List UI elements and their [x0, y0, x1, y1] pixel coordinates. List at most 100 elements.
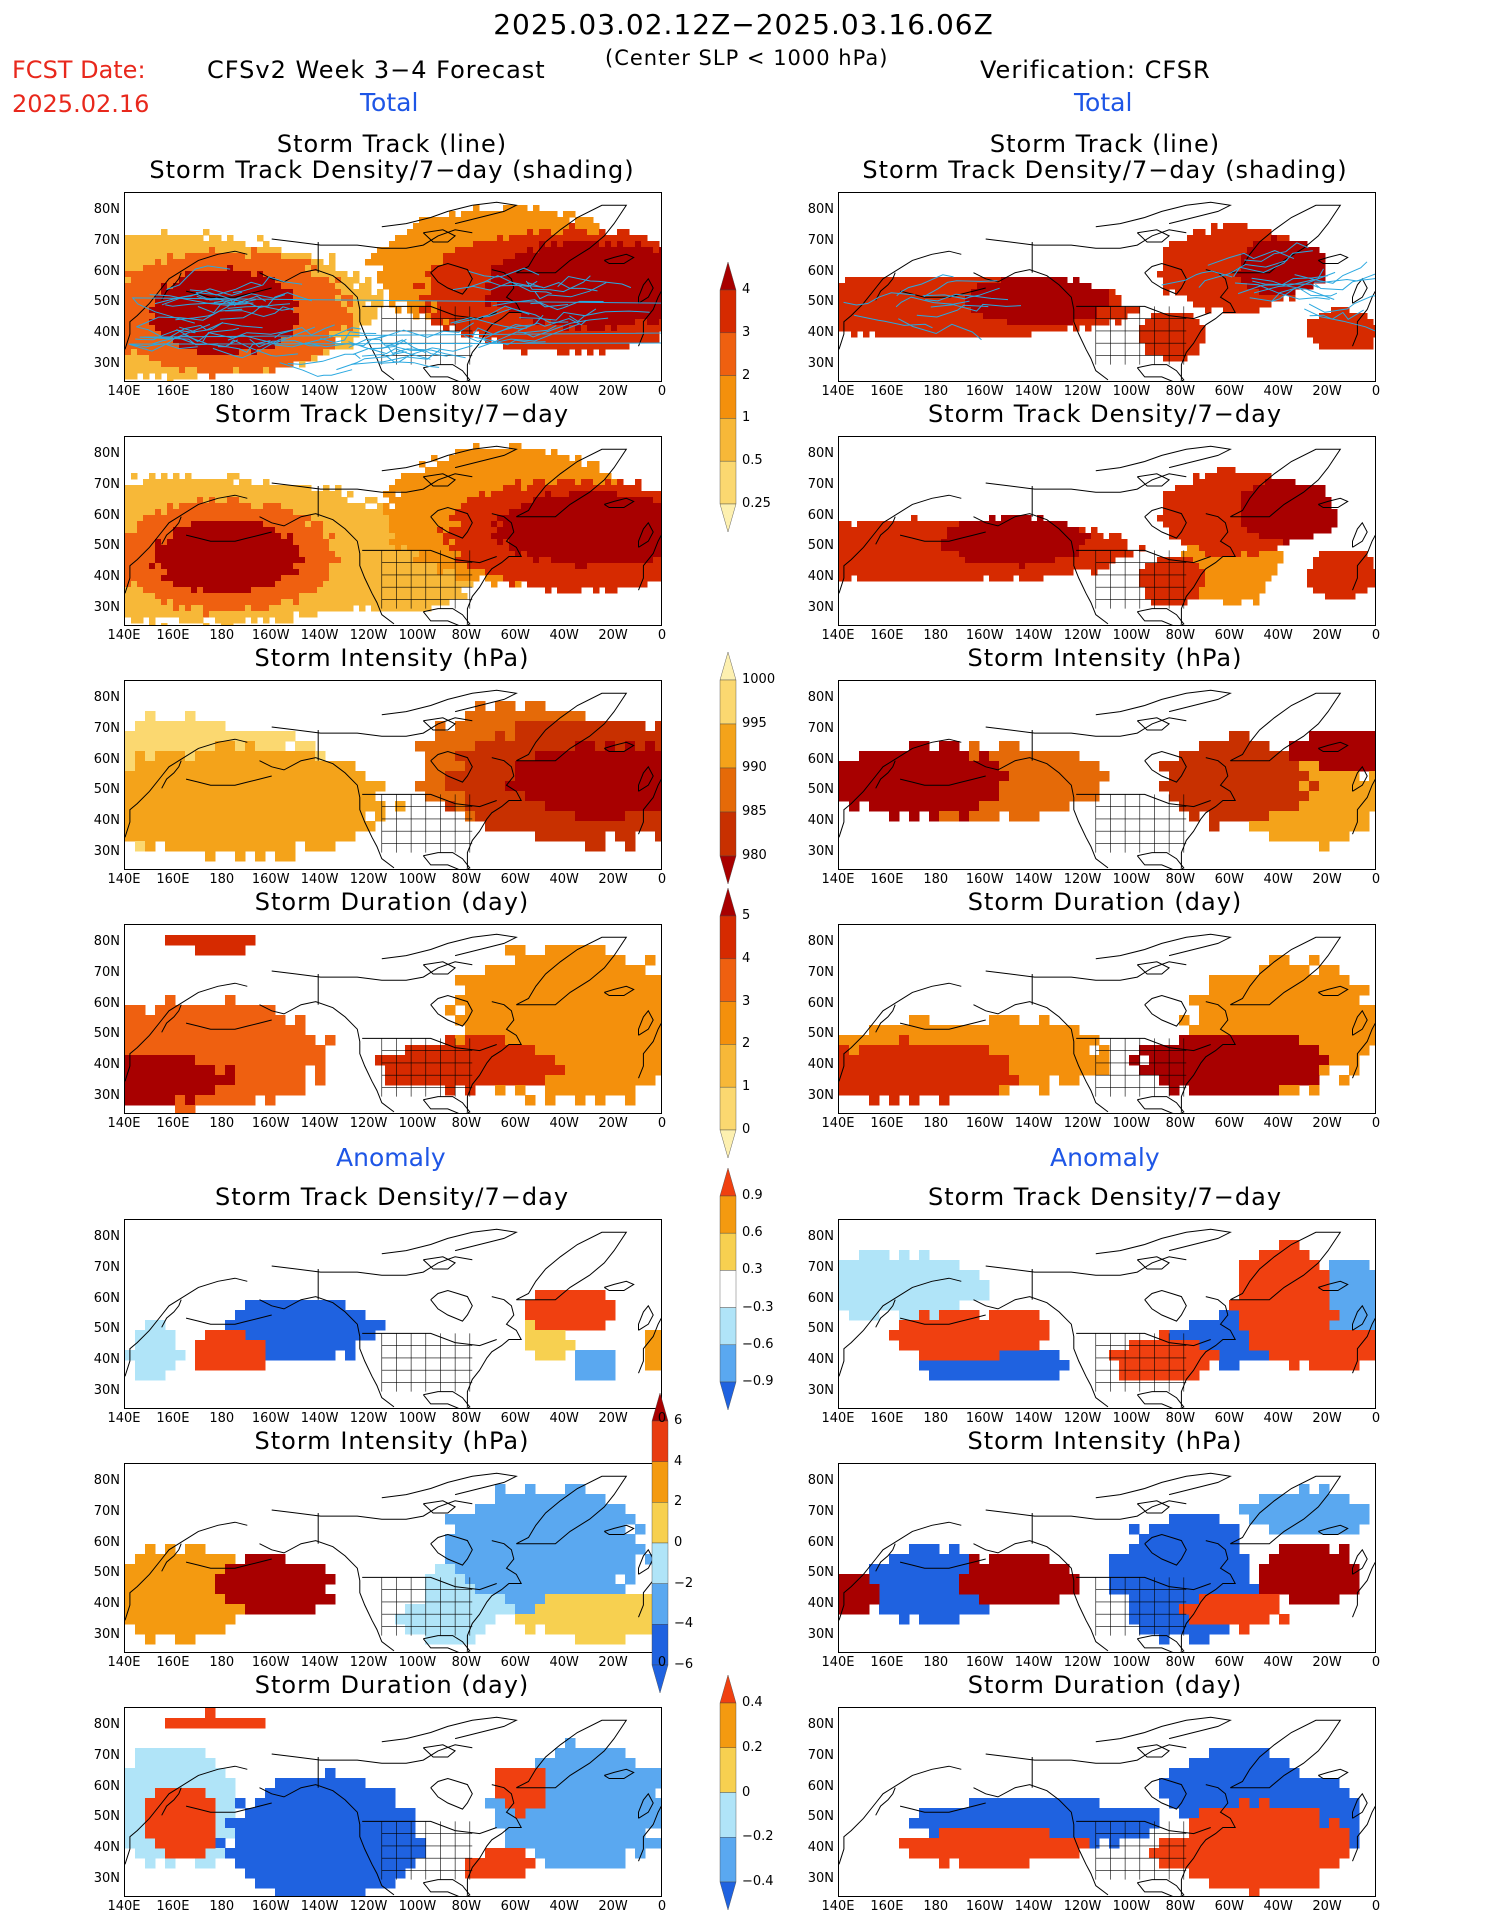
lon-tick-label: 100W [1112, 1116, 1151, 1131]
lat-tick-label: 30N [807, 1087, 834, 1103]
lon-tick-label: 100W [398, 384, 437, 399]
lon-tick-label: 80W [1165, 872, 1196, 887]
colorbar-label: 6 [674, 1413, 683, 1428]
lat-tick-label: 70N [807, 1260, 834, 1276]
lon-tick-label: 0 [1371, 628, 1381, 643]
lon-tick-label: 0 [657, 628, 667, 643]
lon-tick-label: 140E [107, 1116, 141, 1131]
lon-tick-label: 100W [398, 1655, 437, 1670]
lon-tick-label: 60W [1214, 1655, 1244, 1670]
lat-tick-label: 60N [807, 507, 834, 523]
lon-tick-label: 160W [965, 1655, 1004, 1670]
lon-tick-label: 40W [1263, 1655, 1293, 1670]
lon-tick-label: 140E [107, 628, 141, 643]
lat-tick-label: 40N [93, 1839, 120, 1855]
section-total-right: Total [1074, 88, 1133, 117]
lon-tick-label: 140W [300, 1411, 339, 1426]
lon-tick-label: 0 [1371, 1411, 1381, 1426]
lon-tick-label: 120W [349, 1411, 388, 1426]
lon-tick-label: 160E [156, 384, 190, 399]
map-anom-density-forecast [124, 1219, 662, 1409]
colorbar-label: 4 [674, 1453, 683, 1469]
lon-tick-label: 100W [398, 1899, 437, 1914]
right-column-title: Verification: CFSR [980, 56, 1211, 84]
lat-tick-label: 50N [807, 538, 834, 554]
lon-tick-label: 140E [107, 1411, 141, 1426]
lon-tick-label: 0 [657, 1411, 667, 1426]
lon-tick-label: 140E [107, 384, 141, 399]
lon-tick-label: 180 [209, 628, 235, 643]
lon-tick-label: 120W [1063, 1899, 1102, 1914]
lon-tick-label: 80W [451, 1899, 482, 1914]
lon-tick-label: 140E [107, 872, 141, 887]
lon-tick-label: 160W [251, 1655, 290, 1670]
lat-tick-label: 60N [93, 263, 120, 279]
map-anom-duration-verification [838, 1707, 1376, 1897]
lon-tick-label: 100W [398, 628, 437, 643]
lon-tick-label: 100W [398, 1116, 437, 1131]
lon-tick-label: 180 [923, 384, 949, 399]
colorbar-label: −0.6 [742, 1336, 774, 1352]
lon-tick-label: 160W [965, 1899, 1004, 1914]
lon-tick-label: 80W [1165, 1899, 1196, 1914]
lat-tick-label: 30N [807, 1382, 834, 1398]
lon-tick-label: 60W [500, 628, 530, 643]
lon-tick-label: 0 [657, 872, 667, 887]
lon-tick-label: 160E [156, 1116, 190, 1131]
lat-tick-label: 80N [93, 1473, 120, 1489]
lon-tick-label: 120W [1063, 872, 1102, 887]
title-track-line-left: Storm Track (line) [276, 130, 508, 158]
lat-tick-label: 80N [93, 690, 120, 706]
lon-tick-label: 160E [870, 628, 904, 643]
lat-tick-label: 70N [807, 1504, 834, 1520]
lon-tick-label: 160E [156, 1899, 190, 1914]
lat-tick-label: 80N [93, 1717, 120, 1733]
lon-tick-label: 160W [251, 384, 290, 399]
lon-tick-label: 60W [500, 1655, 530, 1670]
lon-tick-label: 160E [156, 628, 190, 643]
lon-tick-label: 80W [451, 1116, 482, 1131]
colorbar-label: −0.4 [742, 1874, 774, 1889]
lat-tick-label: 70N [93, 965, 120, 981]
lon-tick-label: 140W [1014, 384, 1053, 399]
lon-tick-label: 80W [451, 384, 482, 399]
lon-tick-label: 120W [349, 1899, 388, 1914]
lon-tick-label: 160E [870, 1116, 904, 1131]
lat-tick-label: 30N [807, 1870, 834, 1886]
lon-tick-label: 160W [965, 872, 1004, 887]
lon-tick-label: 140E [821, 1899, 855, 1914]
lat-tick-label: 80N [807, 202, 834, 218]
colorbar-label: −0.9 [742, 1374, 774, 1389]
lon-tick-label: 140E [107, 1899, 141, 1914]
lon-tick-label: 120W [1063, 1116, 1102, 1131]
lat-tick-label: 30N [93, 1087, 120, 1103]
lat-tick-label: 80N [807, 1229, 834, 1245]
lat-tick-label: 50N [93, 1565, 120, 1581]
lat-tick-label: 50N [93, 1026, 120, 1042]
lat-tick-label: 50N [93, 782, 120, 798]
lat-tick-label: 80N [93, 202, 120, 218]
lon-tick-label: 20W [598, 384, 628, 399]
lon-tick-label: 40W [1263, 1899, 1293, 1914]
lon-tick-label: 100W [1112, 1899, 1151, 1914]
lon-tick-label: 120W [349, 628, 388, 643]
lat-tick-label: 80N [807, 1717, 834, 1733]
lat-tick-label: 30N [93, 1870, 120, 1886]
lon-tick-label: 140E [107, 1655, 141, 1670]
lon-tick-label: 20W [598, 1899, 628, 1914]
lat-tick-label: 30N [93, 355, 120, 371]
colorbar-label: 985 [742, 804, 767, 819]
lat-tick-label: 30N [807, 1626, 834, 1642]
title-anom-intensity-right: Storm Intensity (hPa) [967, 1427, 1243, 1455]
colorbar-label: 2 [674, 1494, 683, 1510]
lat-tick-label: 80N [807, 934, 834, 950]
lon-tick-label: 0 [1371, 384, 1381, 399]
lon-tick-label: 180 [923, 1655, 949, 1670]
lon-tick-label: 60W [1214, 1116, 1244, 1131]
map-track-forecast [124, 192, 662, 382]
map-intensity-forecast [124, 680, 662, 870]
colorbar-label: 995 [742, 716, 767, 731]
colorbar-label: −0.3 [742, 1299, 774, 1315]
lon-tick-label: 160E [156, 1411, 190, 1426]
lat-tick-label: 70N [93, 1748, 120, 1764]
